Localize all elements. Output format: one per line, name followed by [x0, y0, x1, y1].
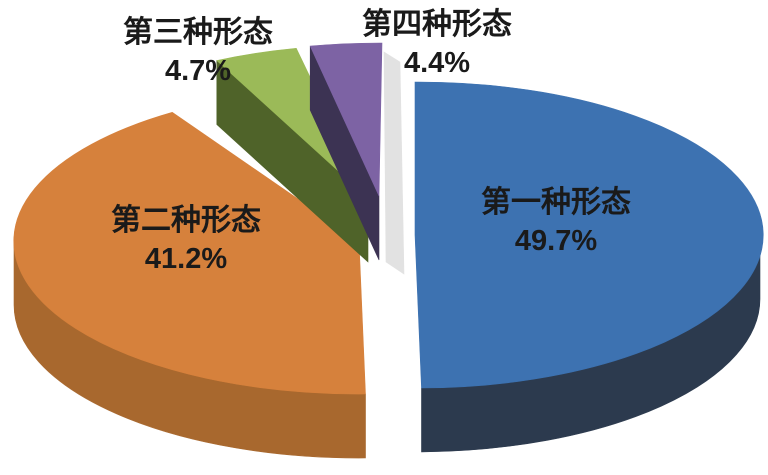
pie-slice-2-top: [216, 47, 369, 199]
wedge-drop-shadow: [383, 51, 405, 275]
slice-percent: 41.2%: [144, 243, 228, 275]
pie-slice-3-top: [309, 42, 383, 197]
slice-percent: 49.7%: [514, 225, 598, 257]
slice-label-third-form: 第三种形态 4.7%: [123, 14, 273, 90]
slice-name: 第一种形态: [481, 186, 631, 219]
slice-name: 第四种形态: [362, 8, 512, 41]
slice-label-first-form: 第一种形态 49.7%: [481, 184, 631, 260]
slice-label-fourth-form: 第四种形态 4.4%: [362, 6, 512, 82]
pie-slice-0-top: [414, 81, 764, 389]
slice-name: 第二种形态: [111, 204, 261, 237]
slice-percent: 4.4%: [403, 47, 471, 79]
slice-percent: 4.7%: [164, 55, 232, 87]
pie-slice-1-top: [13, 111, 366, 395]
slice-label-second-form: 第二种形态 41.2%: [111, 202, 261, 278]
slice-name: 第三种形态: [123, 16, 273, 49]
